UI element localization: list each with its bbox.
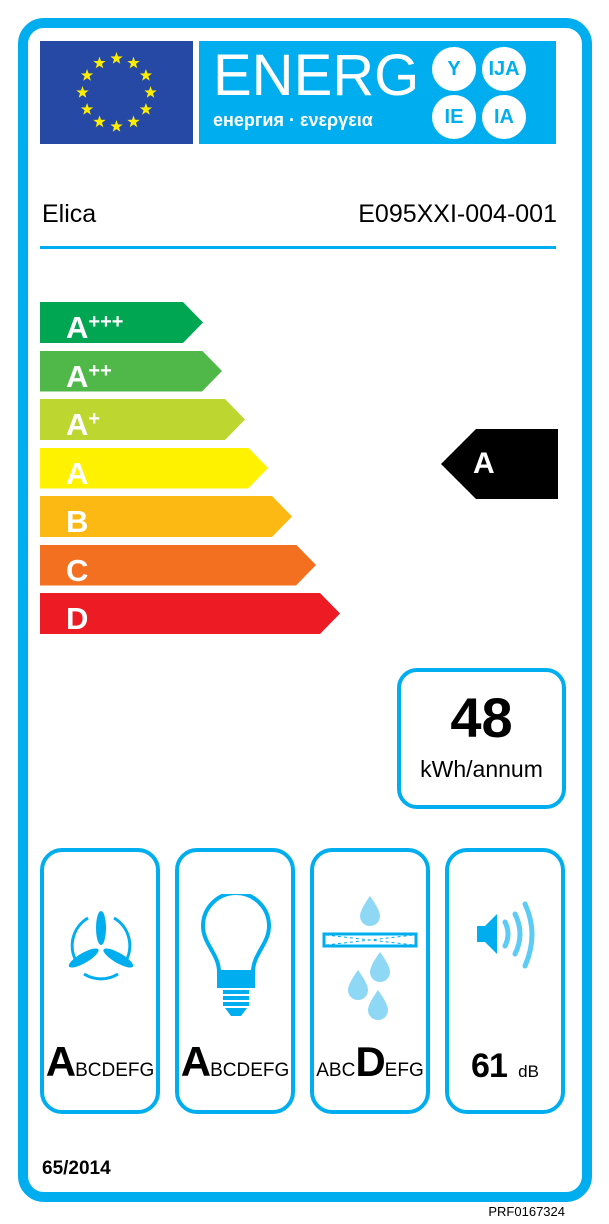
star-icon (80, 103, 94, 115)
energy-class-bar: C (40, 545, 316, 586)
star-icon (127, 115, 140, 128)
class-plus: ++ (88, 359, 112, 382)
grease-filter-icon (322, 896, 418, 1020)
label-code: PRF0167324 (488, 1204, 565, 1219)
energy-class-bar: B (40, 496, 292, 537)
class-letter: A (66, 455, 89, 491)
star-icon (110, 120, 123, 132)
class-plus: +++ (88, 311, 124, 333)
energy-class-bar: D (40, 593, 340, 634)
energy-class-bar: A++ (40, 351, 222, 392)
suffix-y: Y (432, 47, 476, 91)
star-icon (139, 103, 153, 115)
star-icon (93, 115, 106, 128)
energy-class-bar: A (40, 448, 268, 489)
energy-class-bar: A+++ (40, 302, 203, 343)
fluid-dynamic-efficiency-box: ABCDEFG (40, 848, 160, 1114)
regulation-number: 65/2014 (42, 1158, 111, 1179)
light-bulb-icon (200, 894, 272, 1016)
star-icon (127, 56, 140, 69)
star-icon (139, 69, 153, 81)
divider (40, 246, 556, 249)
star-icon (76, 86, 89, 98)
noise-box: 61 dB (445, 848, 565, 1114)
consumption-unit: kWh/annum (420, 756, 543, 782)
noise-level: 61 dB (471, 1047, 539, 1085)
languages-subtitle: енергия · ενεργεια (213, 110, 373, 130)
star-icon (144, 86, 157, 98)
suffix-ija: IJA (482, 47, 526, 91)
fan-icon (68, 911, 134, 981)
energ-title: ENERG (213, 43, 420, 108)
energy-class-bar: A+ (40, 399, 245, 440)
class-letter: A (66, 310, 89, 345)
class-letter: A (66, 407, 89, 442)
energy-banner: ENERG енергия · ενεργεια Y IJA IE IA (199, 41, 556, 144)
class-letter: A (66, 358, 89, 394)
energy-consumption-box: 48 kWh/annum (397, 668, 566, 809)
star-icon (80, 69, 94, 81)
grease-filtering-box: ABCDEFG (310, 848, 430, 1114)
class-letter: B (66, 504, 89, 539)
label-border (18, 18, 592, 1202)
lighting-class: ABCDEFG (180, 1038, 290, 1085)
lighting-efficiency-box: ABCDEFG (175, 848, 295, 1114)
grease-filtering-class: ABCDEFG (316, 1038, 424, 1085)
suffix-ia: IA (482, 95, 526, 139)
speaker-icon (477, 901, 535, 969)
model-id: E095XXI-004-001 (358, 200, 557, 228)
class-plus: + (88, 408, 101, 430)
star-icon (93, 56, 106, 69)
class-letter: C (66, 552, 89, 588)
eu-flag (40, 41, 193, 144)
consumption-value: 48 (450, 686, 513, 749)
suffix-ie: IE (432, 95, 476, 139)
class-letter: D (66, 601, 89, 636)
supplier-name: Elica (42, 200, 97, 228)
fluid-dynamic-class: ABCDEFG (45, 1038, 155, 1085)
star-icon (110, 52, 123, 64)
